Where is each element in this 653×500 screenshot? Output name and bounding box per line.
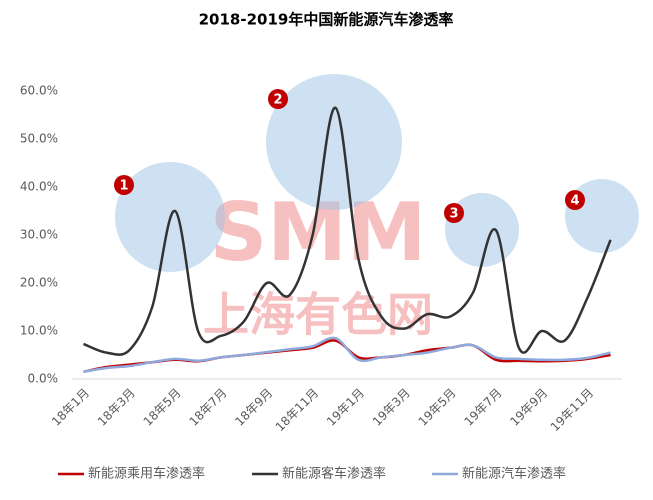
x-tick-label: 18年11月 [273,386,321,434]
x-tick-label: 18年9月 [232,386,275,429]
legend-label: 新能源乘用车渗透率 [88,466,205,482]
x-tick-label: 18年1月 [49,386,92,429]
x-tick-label: 19年1月 [324,386,367,429]
x-tick-label: 19年5月 [416,386,459,429]
y-tick-label: 10.0% [20,324,58,338]
watermark: 上海有色网 [203,288,433,342]
y-tick-label: 40.0% [20,180,58,194]
x-tick-label: 18年7月 [186,386,229,429]
marker [565,190,585,210]
y-tick-label: 30.0% [20,228,58,242]
legend-label: 新能源客车渗透率 [282,466,386,482]
marker [114,175,134,195]
highlight [266,74,402,210]
y-tick-label: 0.0% [28,372,59,386]
marker-label: 2 [273,93,282,108]
marker [268,89,288,109]
x-tick-label: 19年9月 [507,386,550,429]
x-tick-label: 19年7月 [461,386,504,429]
x-tick-label: 18年5月 [141,386,184,429]
marker-label: 1 [119,179,128,194]
y-tick-label: 60.0% [20,84,58,98]
legend-label: 新能源汽车渗透率 [462,466,566,482]
marker-label: 3 [449,207,458,222]
series-line [83,336,611,374]
x-tick-label: 19年11月 [548,386,596,434]
y-tick-label: 20.0% [20,276,58,290]
series-line [82,106,612,356]
marker [444,203,464,223]
x-tick-label: 18年3月 [95,386,138,429]
y-tick-label: 50.0% [20,132,58,146]
chart-title: 2018-2019年中国新能源汽车渗透率 [199,11,454,29]
x-tick-label: 19年3月 [370,386,413,429]
marker-label: 4 [570,194,579,209]
markers: 1 2 3 4 [114,89,585,223]
